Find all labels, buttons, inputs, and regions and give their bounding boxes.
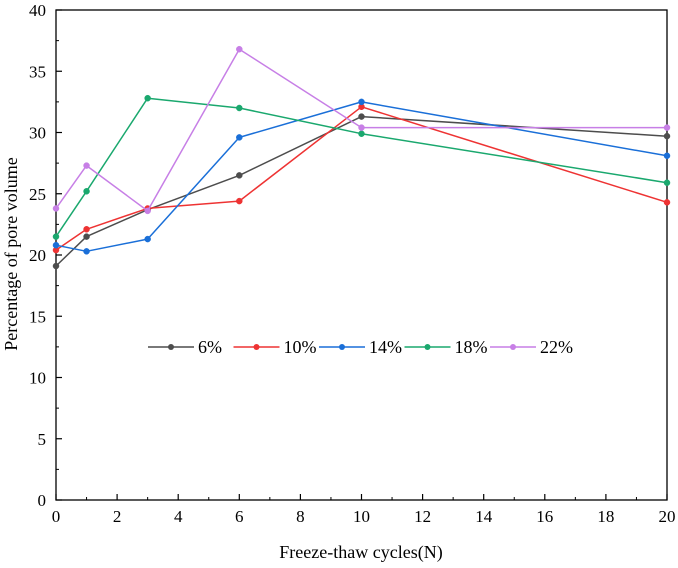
data-point [144,207,151,215]
legend-entry: 10% [233,337,317,357]
data-point [83,162,90,169]
legend-label: 10% [284,337,317,357]
y-axis-title: Percentage of pore volume [1,157,21,350]
series-line [55,101,668,253]
legend-label: 6% [198,337,222,357]
data-point [83,226,90,233]
x-tick-label: 6 [235,507,244,526]
series-layer [52,45,671,270]
series-line [55,48,667,212]
series-line [55,106,668,251]
data-point [236,197,243,205]
legend: 6% 10% 14% 18% 22% [148,337,573,357]
legend-label: 14% [369,337,402,357]
series-line [55,97,668,238]
data-point [358,98,365,106]
legend-marker [253,344,260,350]
data-point [663,179,671,186]
data-point [144,235,151,243]
x-tick-label: 4 [174,507,183,526]
data-point [83,233,90,240]
x-tick-label: 8 [296,507,305,526]
data-point [83,248,90,255]
axes: 0 2 4 6 8 10 12 14 16 18 20 0 5 10 15 20 25 30 35 40 [29,1,676,526]
data-point [236,172,243,179]
y-tick-label: 35 [29,62,46,81]
data-point [52,262,60,270]
data-point [236,45,243,53]
legend-entry: 6% [148,337,222,357]
y-tick-label: 30 [29,124,46,143]
x-tick-label: 12 [414,507,431,526]
data-point [663,199,671,206]
data-point [663,152,671,160]
x-tick-label: 0 [52,507,61,526]
x-tick-label: 18 [597,507,614,526]
data-point [358,124,365,131]
y-tick-label: 25 [29,185,46,204]
data-point [52,233,60,240]
series-line [55,115,668,267]
legend-entry: 14% [319,337,402,357]
x-tick-label: 10 [353,507,370,526]
legend-marker [339,344,345,350]
legend-label: 18% [455,337,488,357]
data-point [358,113,365,120]
legend-marker [424,344,431,350]
series-18pct [52,94,671,240]
data-point [663,124,671,131]
legend-entry: 22% [490,337,573,357]
plot-frame [55,9,668,501]
y-tick-label: 20 [29,246,46,265]
legend-entry: 18% [404,337,488,357]
legend-label: 22% [540,337,573,357]
legend-marker [510,344,516,350]
y-tick-label: 15 [29,307,46,326]
x-tick-label: 20 [659,507,676,526]
data-point [358,130,365,137]
x-tick-label: 2 [113,507,122,526]
data-point [236,134,243,141]
y-tick-label: 0 [38,491,47,510]
y-tick-label: 40 [29,1,46,20]
data-point [83,188,90,195]
series-14pct [52,98,671,255]
y-tick-label: 10 [29,369,46,388]
data-point [52,241,60,249]
data-point [236,104,243,112]
x-axis-title: Freeze-thaw cycles(N) [279,542,442,563]
x-tick-label: 14 [475,507,493,526]
x-tick-label: 16 [536,507,553,526]
y-tick-label: 5 [38,430,47,449]
data-point [52,205,60,212]
data-point [663,132,671,140]
data-point [144,94,151,102]
series-22pct [52,45,671,215]
legend-marker [168,344,174,350]
